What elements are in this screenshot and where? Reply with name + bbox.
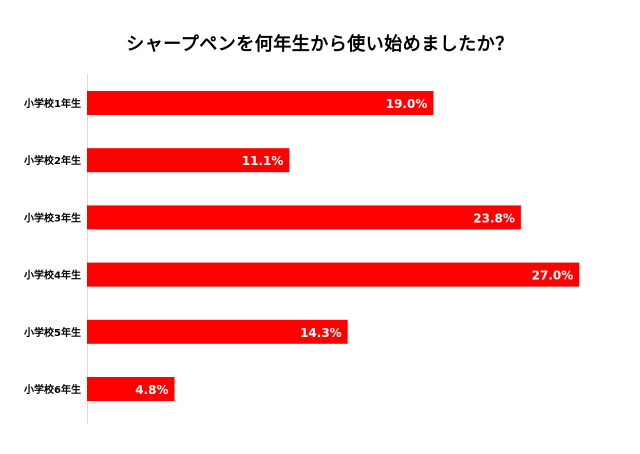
value-label-5: 14.3%: [300, 326, 342, 340]
value-label-6: 4.8%: [135, 383, 168, 397]
value-label-1: 19.0%: [386, 97, 428, 111]
category-label-2: 小学校2年生: [23, 154, 81, 167]
category-label-4: 小学校4年生: [23, 269, 81, 282]
category-label-5: 小学校5年生: [23, 326, 81, 339]
value-label-3: 23.8%: [473, 211, 515, 225]
bar-3: [87, 205, 521, 230]
bar-2: [87, 148, 290, 173]
chart-title: シャープペンを何年生から使い始めましたか？: [126, 34, 514, 55]
category-label-6: 小学校6年生: [23, 383, 81, 396]
value-label-2: 11.1%: [242, 154, 284, 168]
bar-6: [87, 377, 175, 401]
category-label-3: 小学校3年生: [23, 211, 81, 224]
value-label-4: 27.0%: [532, 269, 574, 283]
bar-5: [87, 319, 348, 344]
bars-group: 小学校1年生 19.0% 小学校2年生 11.1% 小学校3年生 23.8% 小学校4年生 2…: [23, 91, 580, 401]
category-label-1: 小学校1年生: [23, 97, 81, 110]
bar-1: [87, 91, 434, 115]
bar-4: [87, 262, 580, 287]
